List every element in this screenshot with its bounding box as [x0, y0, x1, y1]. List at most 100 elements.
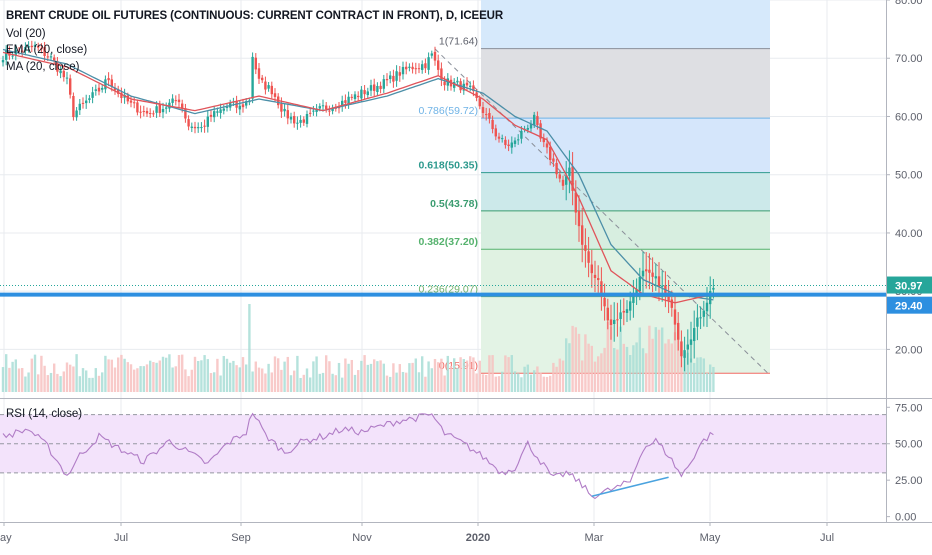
- volume-bar: [398, 364, 401, 392]
- candle-body: [296, 122, 299, 124]
- volume-bar: [529, 374, 533, 392]
- volume-bar: [1, 367, 5, 392]
- volume-bar: [203, 355, 206, 392]
- candle-body: [315, 108, 318, 112]
- candle-body: [693, 328, 696, 342]
- candle-body: [536, 116, 539, 125]
- candle-body: [88, 98, 91, 100]
- volume-bar: [376, 361, 379, 392]
- candle-body: [651, 272, 654, 277]
- indicator-vol[interactable]: Vol (20): [6, 28, 46, 40]
- volume-bar: [629, 355, 632, 392]
- volume-bar: [693, 362, 696, 392]
- candle-body: [309, 112, 312, 114]
- time-axis: ay Jul Sep Nov 2020 Mar May Jul: [0, 522, 932, 544]
- volume-bar: [680, 345, 683, 392]
- candle-body: [241, 104, 245, 108]
- volume-bar: [104, 355, 107, 392]
- volume-bar: [696, 357, 699, 392]
- volume-bar: [165, 357, 168, 392]
- volume-bar: [65, 362, 69, 392]
- candle-body: [648, 269, 651, 273]
- candle-body: [331, 107, 334, 112]
- volume-bar: [606, 322, 609, 392]
- candle-body: [261, 77, 264, 81]
- volume-bar: [94, 368, 97, 392]
- volume-bar: [123, 358, 126, 392]
- candle-body: [657, 276, 661, 287]
- candle-body: [75, 110, 78, 118]
- candle-body: [225, 106, 229, 108]
- candle-body: [417, 68, 421, 70]
- candle-body: [488, 113, 491, 119]
- indicator-ma[interactable]: MA (20, close): [6, 61, 80, 73]
- volume-bar: [581, 360, 584, 392]
- volume-bar: [213, 372, 216, 392]
- candle-body: [584, 245, 587, 251]
- volume-bar: [174, 366, 177, 392]
- candle-body: [289, 116, 293, 120]
- time-tick-label: 2020: [466, 532, 490, 544]
- volume-bar: [53, 363, 56, 392]
- volume-bar: [321, 372, 325, 392]
- indicator-ema[interactable]: EMA (20, close): [6, 44, 88, 56]
- price-axis: 20.0030.0040.0050.0060.0070.0080.0030.97…: [886, 0, 932, 522]
- volume-bar: [261, 368, 264, 392]
- candle-body: [456, 80, 459, 83]
- candle-body: [712, 287, 715, 290]
- volume-bar: [17, 368, 21, 392]
- current-price-label: 30.97: [895, 281, 923, 293]
- candle-body: [97, 87, 101, 92]
- candle-body: [27, 46, 30, 48]
- fibonacci-retracement: 1(71.64) 0.786(59.72) 0.618(50.35) 0.5(43.7…: [418, 0, 770, 374]
- volume-bar: [456, 367, 459, 392]
- fib-level-label: 0.236(29.07): [418, 284, 478, 296]
- volume-bar: [453, 358, 456, 392]
- candle-body: [366, 91, 369, 96]
- candle-body: [5, 50, 8, 60]
- rsi-label[interactable]: RSI (14, close): [6, 408, 83, 420]
- volume-bar: [462, 359, 465, 392]
- candle-body: [46, 56, 49, 58]
- candle-body: [529, 124, 533, 129]
- candle-body: [520, 130, 523, 139]
- chart-title: BRENT CRUDE OIL FUTURES (CONTINUOUS: CUR…: [6, 10, 504, 22]
- candle-body: [40, 48, 43, 50]
- volume-bar: [283, 361, 286, 392]
- volume-bar: [392, 363, 395, 392]
- volume-bar: [590, 345, 593, 392]
- volume-bar: [526, 364, 529, 392]
- volume-bar: [107, 359, 110, 392]
- volume-bar: [712, 366, 715, 392]
- volume-bar: [21, 368, 24, 392]
- candle-body: [571, 166, 574, 191]
- volume-bar: [369, 363, 373, 392]
- volume-bar: [110, 359, 113, 392]
- candle-body: [533, 114, 536, 126]
- volume-bar: [315, 356, 318, 392]
- volume-bar: [152, 362, 155, 392]
- volume-bar: [673, 332, 677, 392]
- candle-body: [517, 139, 520, 141]
- candle-body: [59, 70, 62, 74]
- volume-bar: [427, 361, 430, 392]
- volume-bar: [254, 361, 257, 392]
- volume-bar: [62, 371, 65, 392]
- volume-bar: [648, 325, 651, 392]
- candle-body: [424, 63, 427, 69]
- candle-body: [357, 95, 360, 98]
- candle-body: [161, 108, 165, 113]
- candle-body: [369, 85, 373, 91]
- candle-body: [616, 319, 619, 321]
- time-tick-label: Sep: [231, 532, 251, 544]
- candle-body: [177, 99, 181, 103]
- candle-body: [270, 85, 273, 95]
- volume-bar: [705, 373, 709, 392]
- volume-bar: [379, 360, 382, 392]
- candle-body: [680, 341, 683, 357]
- volume-bar: [238, 367, 241, 392]
- candle-body: [513, 140, 517, 144]
- volume-bar: [683, 356, 686, 392]
- candle-body: [110, 79, 113, 87]
- candle-body: [200, 127, 203, 129]
